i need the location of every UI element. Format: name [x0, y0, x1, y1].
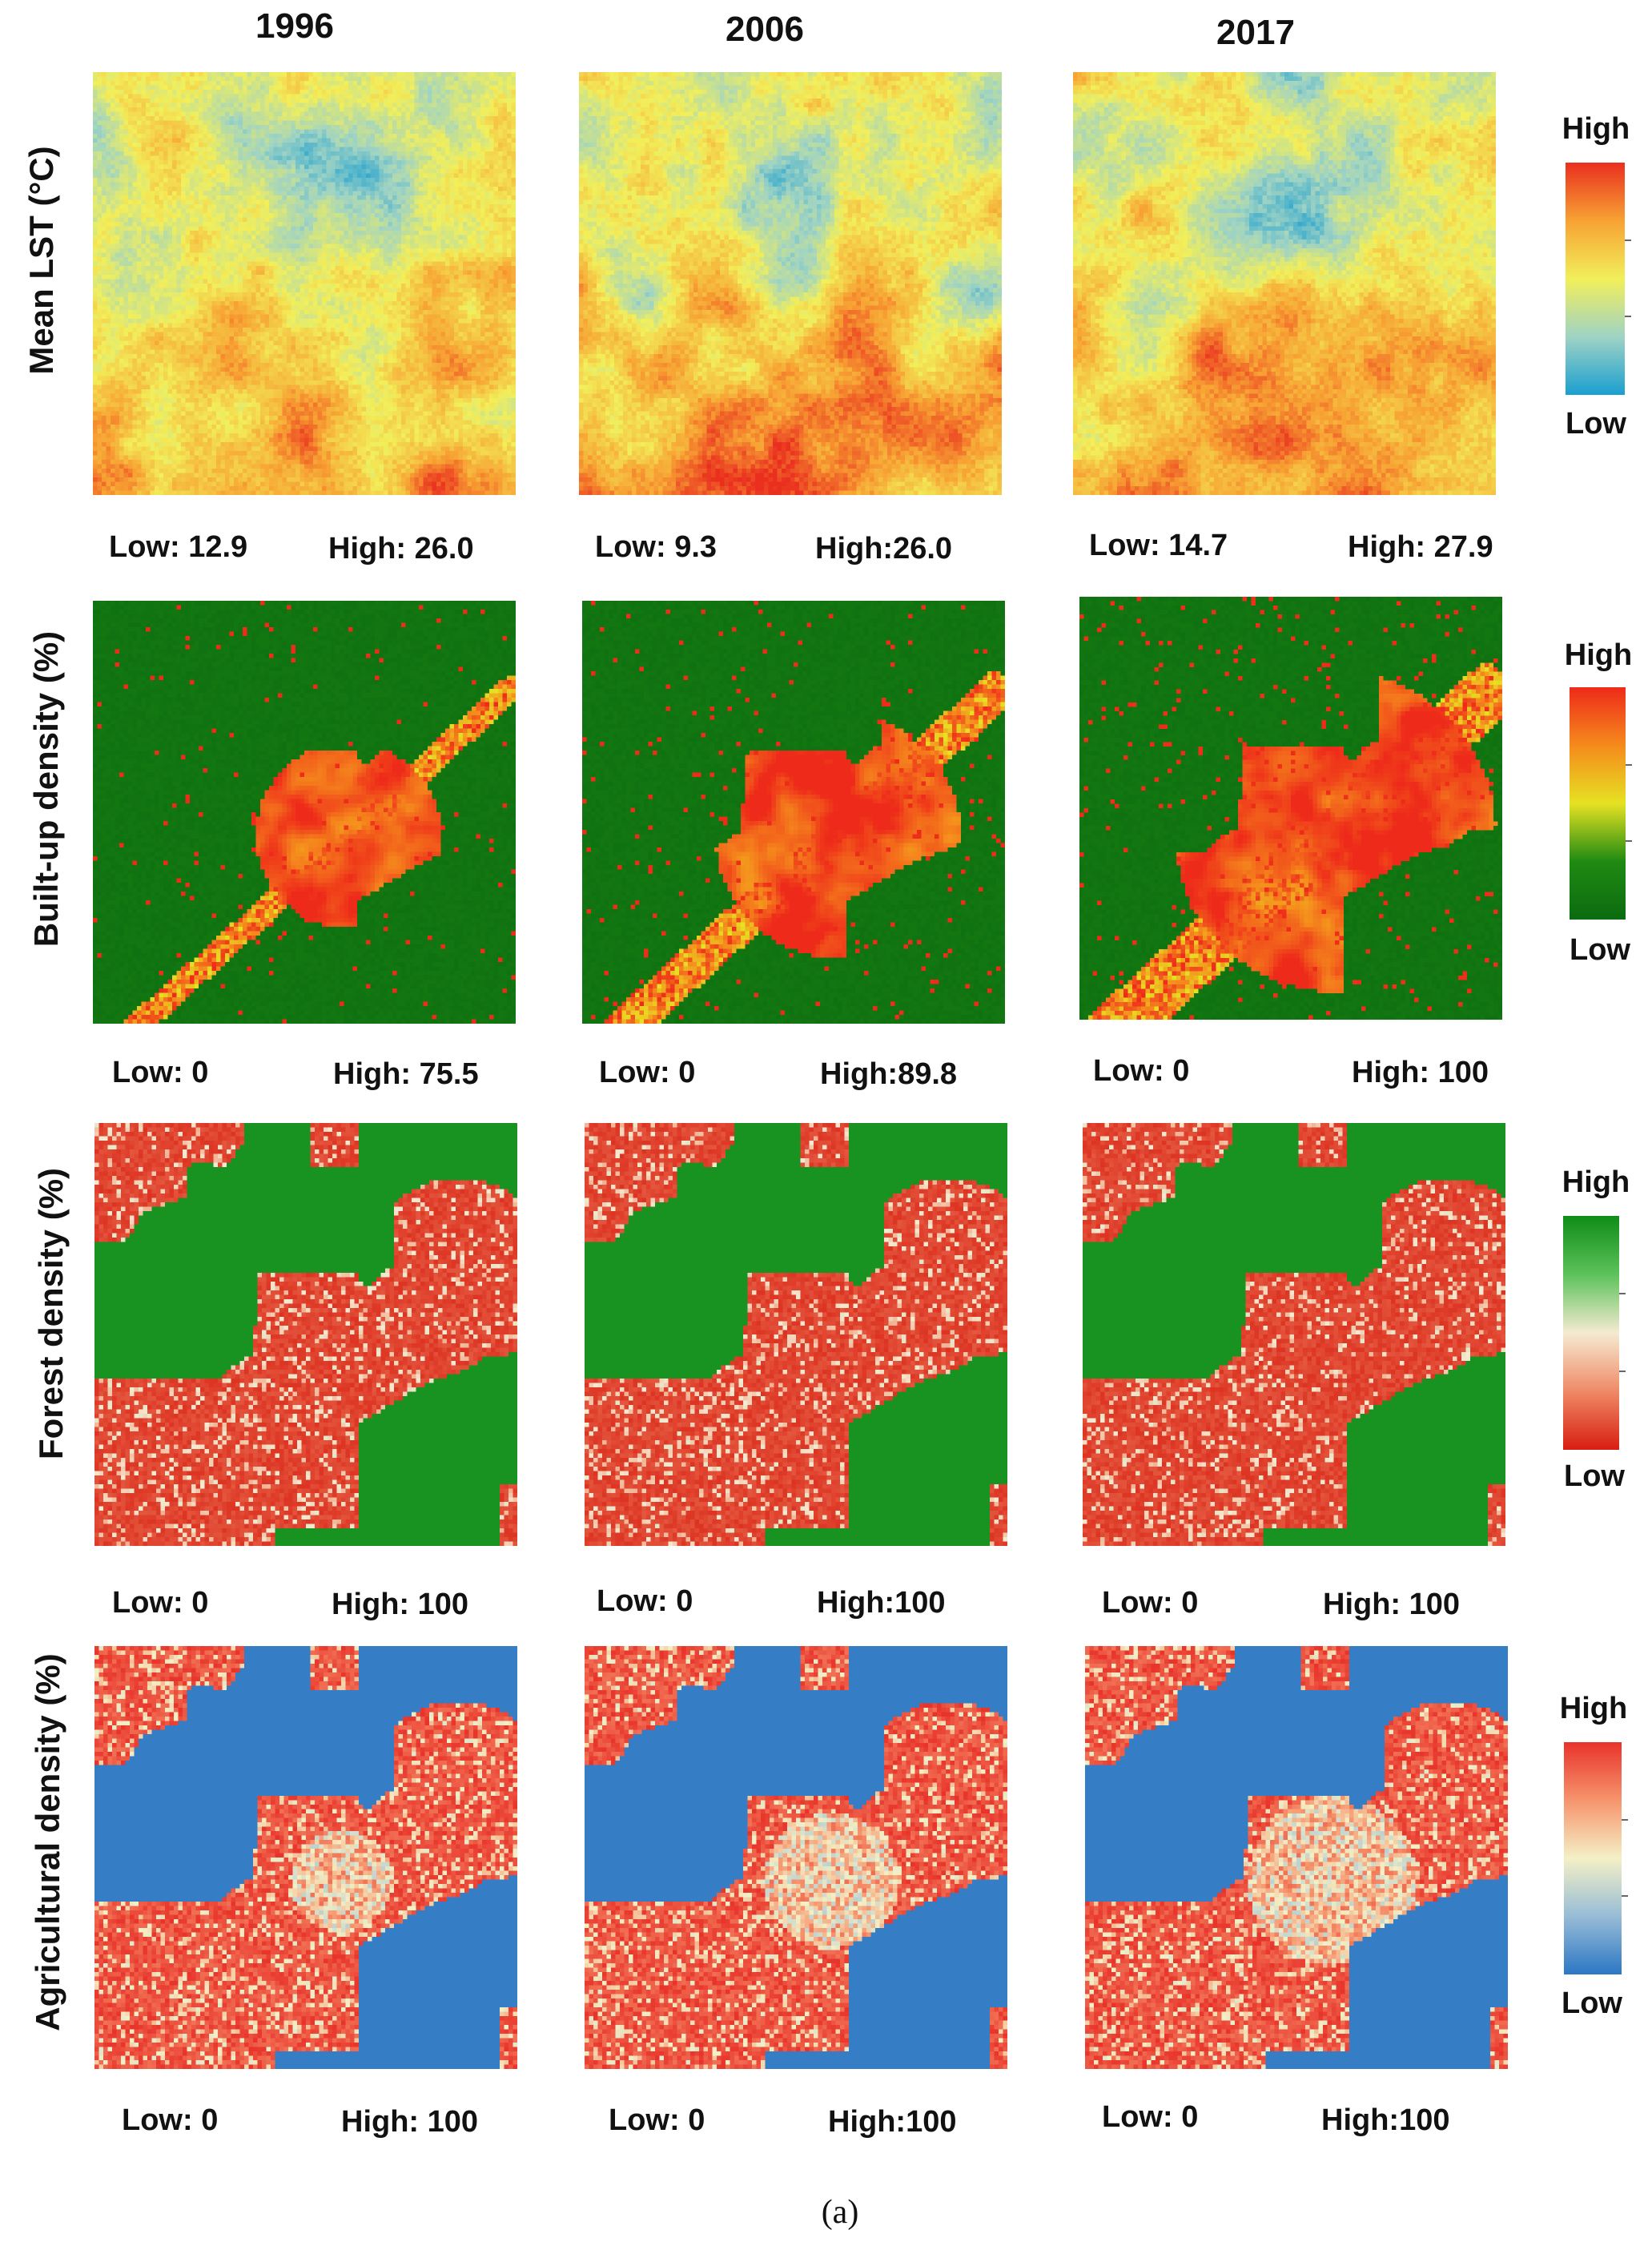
range-low-forest-2017: Low: 0 [1102, 1586, 1199, 1620]
legend-colorbar-forest [1563, 1216, 1626, 1450]
legend-low-builtup: Low [1570, 933, 1630, 967]
range-low-lst-2017: Low: 14.7 [1089, 529, 1228, 562]
row-label-forest: Forest density (%) [32, 1167, 70, 1460]
range-low-lst-2006: Low: 9.3 [595, 530, 717, 564]
map-forest-2017 [1083, 1123, 1505, 1546]
map-agricultural-1996 [94, 1646, 517, 2069]
legend-tick [1626, 763, 1632, 766]
range-high-builtup-2006: High:89.8 [820, 1057, 958, 1091]
map-forest-2006 [585, 1123, 1007, 1546]
legend-tick [1619, 1370, 1626, 1372]
legend-colorbar-agricultural [1564, 1742, 1628, 1974]
range-high-lst-1996: High: 26.0 [328, 532, 474, 566]
row-label-built-up: Built-up density (%) [27, 630, 65, 948]
legend-tick [1619, 1293, 1626, 1295]
figure-caption: (a) [821, 2194, 859, 2231]
range-high-forest-2006: High:100 [817, 1586, 946, 1620]
legend-tick [1622, 1895, 1628, 1898]
range-low-lst-1996: Low: 12.9 [109, 530, 248, 564]
legend-colorbar-builtup [1570, 687, 1632, 920]
map-forest-1996 [94, 1123, 517, 1546]
map-builtup-2017 [1079, 597, 1502, 1020]
legend-high-forest: High [1562, 1165, 1630, 1199]
range-low-builtup-2006: Low: 0 [599, 1056, 696, 1089]
map-lst-1996 [93, 72, 516, 495]
range-low-forest-1996: Low: 0 [112, 1586, 209, 1620]
map-agricultural-2006 [585, 1646, 1007, 2069]
row-label-agricultural: Agricultural density (%) [29, 1653, 66, 2031]
range-high-builtup-1996: High: 75.5 [333, 1057, 479, 1091]
year-header-2006: 2006 [726, 10, 804, 49]
legend-high-lst: High [1562, 112, 1630, 146]
legend-tick [1625, 239, 1631, 241]
range-high-agricultural-2017: High:100 [1321, 2103, 1450, 2137]
range-high-agricultural-1996: High: 100 [341, 2105, 479, 2139]
legend-tick [1626, 840, 1632, 843]
range-low-agricultural-2017: Low: 0 [1102, 2100, 1199, 2134]
range-high-builtup-2017: High: 100 [1352, 1056, 1489, 1089]
range-high-forest-1996: High: 100 [332, 1588, 469, 1621]
range-low-agricultural-2006: Low: 0 [609, 2103, 705, 2137]
range-high-agricultural-2006: High:100 [828, 2105, 957, 2139]
map-builtup-2006 [582, 601, 1005, 1024]
map-lst-2017 [1073, 72, 1496, 495]
map-lst-2006 [579, 72, 1002, 495]
legend-low-agricultural: Low [1562, 1986, 1622, 2020]
legend-colorbar-lst [1566, 163, 1631, 395]
range-high-lst-2006: High:26.0 [815, 532, 953, 566]
range-low-agricultural-1996: Low: 0 [122, 2103, 219, 2137]
legend-high-agricultural: High [1559, 1692, 1628, 1725]
year-header-1996: 1996 [255, 6, 334, 46]
range-low-forest-2006: Low: 0 [597, 1584, 693, 1618]
range-low-builtup-2017: Low: 0 [1093, 1054, 1190, 1088]
legend-high-builtup: High [1564, 638, 1633, 672]
range-low-builtup-1996: Low: 0 [112, 1056, 209, 1089]
map-builtup-1996 [93, 601, 516, 1024]
legend-tick [1622, 1818, 1628, 1821]
legend-tick [1625, 316, 1631, 318]
range-high-forest-2017: High: 100 [1323, 1588, 1461, 1621]
range-high-lst-2017: High: 27.9 [1348, 530, 1493, 564]
legend-low-lst: Low [1566, 407, 1626, 441]
row-label-mean-lst: Mean LST (°C) [22, 146, 60, 375]
legend-low-forest: Low [1564, 1459, 1625, 1493]
year-header-2017: 2017 [1216, 13, 1295, 52]
map-agricultural-2017 [1085, 1646, 1508, 2069]
